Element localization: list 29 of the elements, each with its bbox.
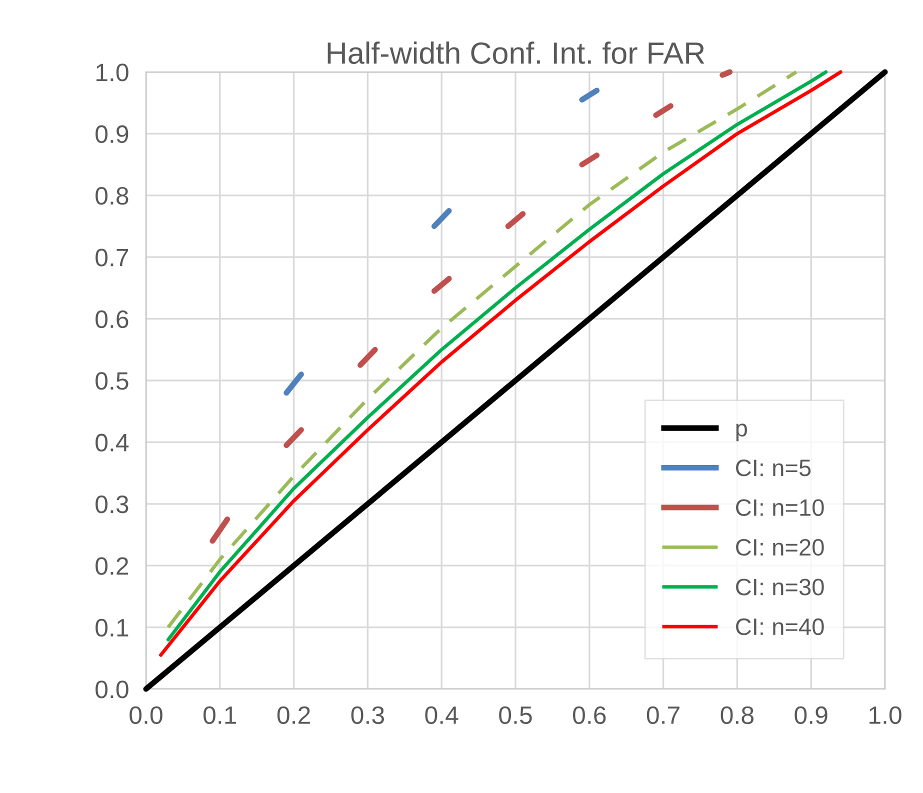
legend-label: CI: n=30 — [736, 578, 824, 596]
x-tick-label: 0.6 — [573, 706, 606, 724]
y-tick-label: 0.3 — [96, 496, 128, 514]
x-tick-label: 0.2 — [277, 706, 310, 724]
y-tick-label: 0.1 — [96, 618, 128, 637]
y-tick-label: 0.5 — [96, 372, 128, 390]
y-tick-label: 0.2 — [96, 557, 128, 575]
legend-label: CI: n=20 — [736, 538, 824, 556]
x-tick-label: 0.0 — [130, 706, 162, 724]
y-tick-label: 0.0 — [96, 680, 128, 698]
chart-title: Half-width Conf. Int. for FAR — [328, 42, 704, 64]
y-tick-label: 0.8 — [96, 187, 128, 205]
y-tick-label: 0.4 — [96, 434, 129, 452]
y-tick-label: 0.6 — [96, 310, 128, 328]
x-tick-label: 0.4 — [425, 706, 458, 724]
y-tick-label: 0.9 — [96, 125, 128, 144]
y-tick-label: 1.0 — [96, 64, 128, 82]
x-tick-label: 1.0 — [870, 706, 902, 724]
x-tick-label: 0.3 — [351, 706, 384, 724]
legend-label: p — [736, 424, 747, 442]
legend-label: CI: n=40 — [736, 618, 824, 636]
x-tick-label: 0.7 — [646, 706, 680, 724]
y-tick-label: 0.7 — [96, 248, 128, 266]
legend-label: CI: n=5 — [736, 460, 811, 476]
x-tick-label: 0.1 — [204, 706, 236, 724]
x-tick-label: 0.8 — [720, 706, 754, 724]
x-tick-label: 0.5 — [499, 706, 532, 724]
x-tick-label: 0.9 — [794, 706, 828, 724]
legend-label: CI: n=10 — [736, 499, 824, 516]
